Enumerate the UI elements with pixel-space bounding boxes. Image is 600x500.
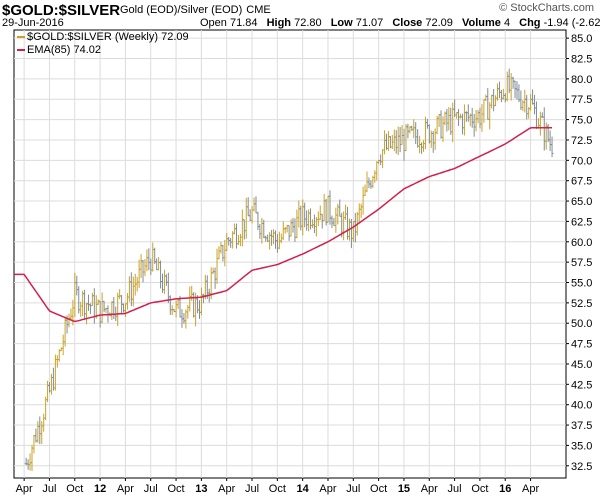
y-tick-label: 65.0 (571, 196, 592, 208)
x-tick-label: 12 (94, 483, 106, 495)
volume-label: Volume (461, 17, 501, 29)
x-tick-label: 16 (499, 483, 511, 495)
y-tick-label: 45.0 (571, 359, 592, 371)
high-label: High (266, 17, 292, 29)
y-tick-label: 40.0 (571, 400, 592, 412)
y-tick-label: 57.5 (571, 257, 592, 269)
x-tick-label: Oct (370, 483, 387, 495)
close-value: 72.09 (425, 17, 453, 29)
low-label: Low (330, 17, 353, 29)
x-tick-label: 13 (195, 483, 207, 495)
volume-value: 4 (503, 17, 511, 29)
legend-price-text: $GOLD:$SILVER (Weekly) 72.09 (27, 31, 189, 43)
high-value: 72.80 (294, 17, 322, 29)
x-tick-label: Jul (144, 483, 158, 495)
x-tick-label: Jul (245, 483, 259, 495)
y-tick-label: 35.0 (571, 440, 592, 452)
y-tick-label: 42.5 (571, 379, 592, 391)
stockcharts-logo: © StockCharts.com (499, 2, 594, 14)
legend-ema-text: EMA(85) 74.02 (27, 44, 101, 56)
open-label: Open (200, 17, 227, 29)
legend-ema-swatch (17, 49, 25, 52)
x-tick-label: Apr (522, 483, 539, 495)
x-tick-label: Apr (16, 483, 33, 495)
x-tick-label: Oct (167, 483, 184, 495)
chart-header: $GOLD:$SILVER Gold (EOD)/Silver (EOD) CME… (0, 0, 600, 30)
y-tick-label: 75.0 (571, 115, 592, 127)
x-tick-label: Jul (346, 483, 360, 495)
x-tick-label: Jul (42, 483, 56, 495)
x-tick-label: Oct (269, 483, 286, 495)
legend-price-swatch (17, 36, 25, 39)
x-tick-label: Oct (471, 483, 488, 495)
x-tick-label: Oct (66, 483, 83, 495)
y-tick-label: 72.5 (571, 135, 592, 147)
y-tick-label: 52.5 (571, 298, 592, 310)
ohlc-readout: Open 71.84 High 72.80 Low 71.07 Close 72… (200, 17, 600, 29)
x-tick-label: Jul (448, 483, 462, 495)
y-tick-label: 67.5 (571, 176, 592, 188)
x-tick-label: 14 (297, 483, 310, 495)
y-tick-label: 50.0 (571, 318, 592, 330)
y-tick-label: 77.5 (571, 94, 592, 106)
y-tick-label: 70.0 (571, 155, 592, 167)
price-bar (550, 136, 554, 158)
open-value: 71.84 (229, 17, 258, 29)
close-label: Close (392, 17, 423, 29)
chg-label: Chg (519, 17, 541, 29)
chart-legend: $GOLD:$SILVER (Weekly) 72.09 EMA(85) 74.… (17, 31, 189, 57)
y-tick-label: 32.5 (571, 461, 592, 473)
symbol-description: Gold (EOD)/Silver (EOD) CME (120, 4, 271, 16)
x-tick-label: Apr (319, 483, 336, 495)
low-value: 71.07 (355, 17, 384, 29)
y-tick-label: 62.5 (571, 216, 592, 228)
symbol-title: $GOLD:$SILVER (2, 2, 121, 19)
y-tick-label: 85.0 (571, 33, 592, 45)
ema-line (14, 126, 552, 323)
chg-value: -1.94 (-2.62%) (543, 17, 600, 29)
y-tick-label: 80.0 (571, 74, 592, 86)
x-tick-label: 15 (398, 483, 410, 495)
description-text: Gold (EOD)/Silver (EOD) (120, 4, 243, 16)
y-tick-label: 47.5 (571, 339, 592, 351)
x-tick-label: Apr (218, 483, 235, 495)
legend-ema: EMA(85) 74.02 (17, 44, 189, 57)
y-tick-label: 60.0 (571, 237, 592, 249)
x-tick-label: Apr (421, 483, 438, 495)
y-tick-label: 37.5 (571, 420, 592, 432)
chart-date: 29-Jun-2016 (2, 17, 64, 29)
x-tick-label: Apr (117, 483, 134, 495)
plot-frame (13, 29, 567, 479)
exchange-text: CME (246, 4, 271, 16)
y-tick-label: 82.5 (571, 54, 592, 66)
legend-price: $GOLD:$SILVER (Weekly) 72.09 (17, 31, 189, 44)
y-tick-label: 55.0 (571, 278, 592, 290)
